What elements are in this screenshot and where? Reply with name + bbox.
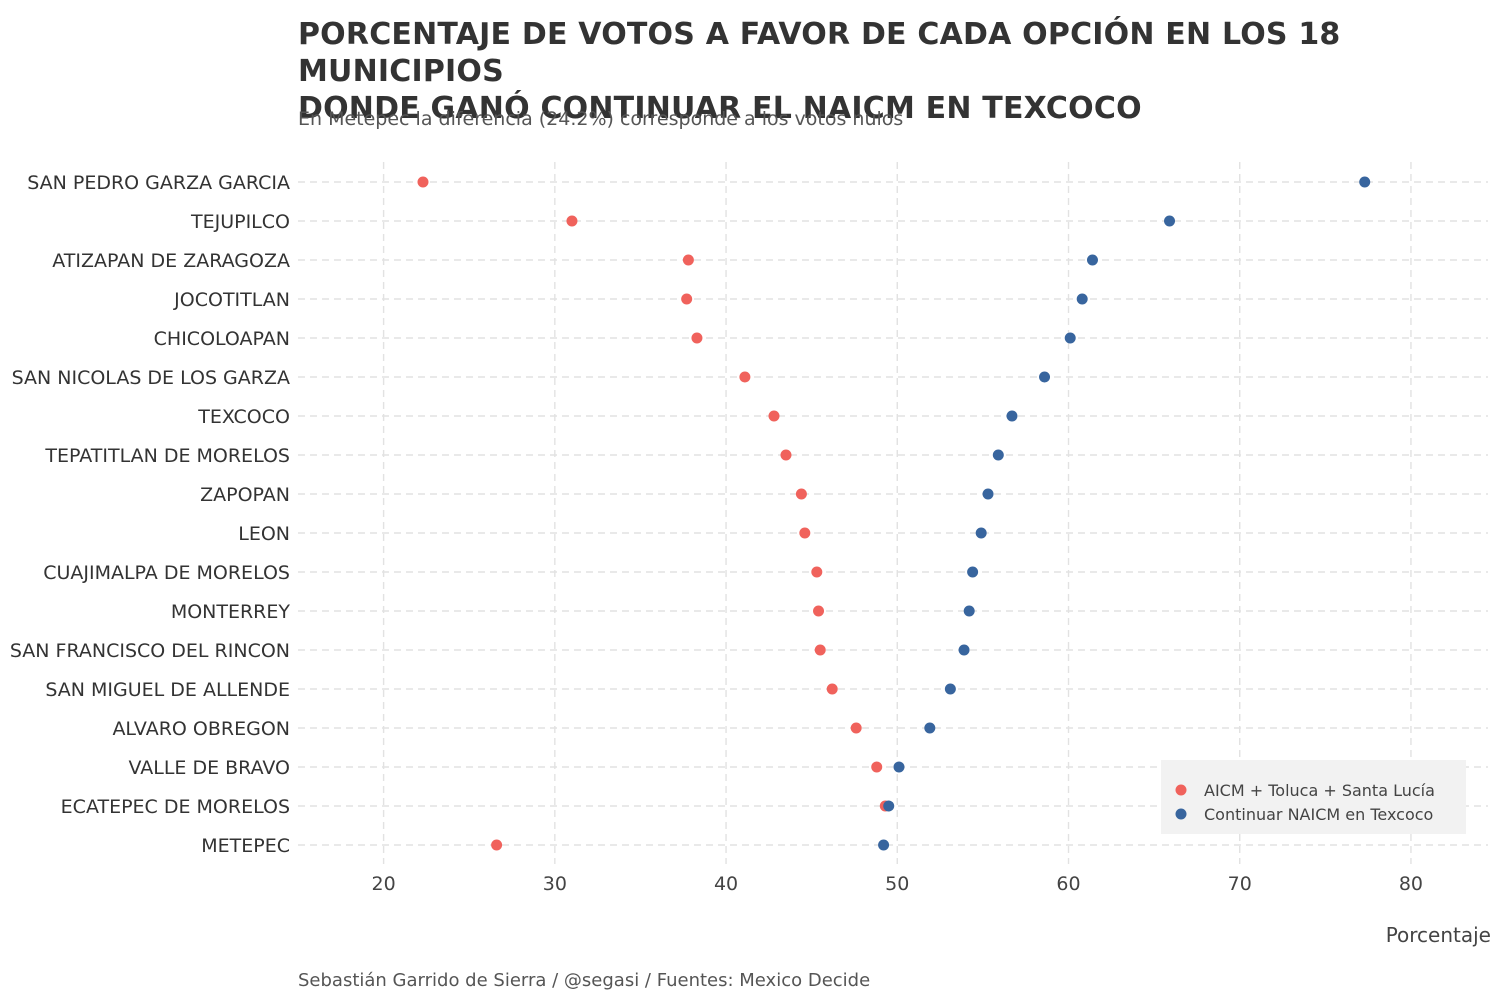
x-tick-label: 60 [1056,873,1080,895]
point-aicm [799,527,811,539]
point-naicm [878,839,890,851]
point-aicm [682,254,694,266]
point-aicm [566,215,578,227]
point-aicm [850,722,862,734]
y-tick-label: ECATEPEC DE MORELOS [61,796,290,818]
point-naicm [967,566,979,578]
point-aicm [780,449,792,461]
point-naicm [944,683,956,695]
y-tick-label: JOCOTITLAN [173,289,290,311]
point-aicm [795,488,807,500]
point-naicm [1064,332,1076,344]
x-tick-label: 40 [714,873,738,895]
point-naicm [975,527,987,539]
y-tick-label: MONTERREY [171,601,291,623]
point-naicm [1359,176,1371,188]
data-points [417,176,1371,851]
point-aicm [811,566,823,578]
point-aicm [768,410,780,422]
point-naicm [958,644,970,656]
y-tick-label: SAN MIGUEL DE ALLENDE [45,679,290,701]
legend-key [1175,784,1187,796]
point-naicm [1039,371,1051,383]
point-naicm [1006,410,1018,422]
y-tick-label: CHICOLOAPAN [154,328,290,350]
point-naicm [893,761,905,773]
y-tick-label: ALVARO OBREGON [112,718,290,740]
point-aicm [691,332,703,344]
x-tick-label: 50 [885,873,909,895]
y-tick-label: TEXCOCO [197,406,290,428]
legend-key [1175,808,1187,820]
point-naicm [963,605,975,617]
point-naicm [1076,293,1088,305]
chart-title-line-2: DONDE GANÓ CONTINUAR EL NAICM EN TEXCOCO [298,91,1142,126]
y-tick-label: CUAJIMALPA DE MORELOS [43,562,290,584]
y-axis-labels: SAN PEDRO GARZA GARCIA TEJUPILCO ATIZAPAN … [10,172,291,857]
x-tick-label: 30 [543,873,567,895]
chart-title-line-1: PORCENTAJE DE VOTOS A FAVOR DE CADA OPCI… [298,17,1341,89]
point-aicm [417,176,429,188]
legend: AICM + Toluca + Santa Lucía Continuar NAI… [1161,760,1466,834]
point-aicm [681,293,693,305]
x-axis-title: Porcentaje [1386,923,1491,947]
y-tick-label: TEJUPILCO [190,211,290,233]
point-aicm [826,683,838,695]
point-naicm [1164,215,1176,227]
y-tick-label: ATIZAPAN DE ZARAGOZA [52,250,290,272]
x-tick-label: 20 [372,873,396,895]
y-tick-label: LEON [238,523,290,545]
point-aicm [871,761,883,773]
y-tick-label: SAN PEDRO GARZA GARCIA [27,172,290,194]
chart-subtitle: En Metepec la diferencia (24.2%) corresp… [298,108,904,130]
point-aicm [813,605,825,617]
point-naicm [1086,254,1098,266]
point-aicm [739,371,751,383]
point-naicm [982,488,994,500]
legend-box [1161,760,1466,834]
y-tick-label: METEPEC [201,835,290,857]
y-tick-label: SAN NICOLAS DE LOS GARZA [12,367,290,389]
point-naicm [924,722,936,734]
x-tick-label: 80 [1399,873,1423,895]
point-naicm [883,800,895,812]
y-tick-label: TEPATITLAN DE MORELOS [44,445,290,467]
y-tick-label: SAN FRANCISCO DEL RINCON [10,640,290,662]
y-tick-label: ZAPOPAN [200,484,290,506]
point-aicm [814,644,826,656]
y-tick-label: VALLE DE BRAVO [128,757,290,779]
grid-lines [298,162,1488,864]
dot-plot: SAN PEDRO GARZA GARCIA TEJUPILCO ATIZAPAN … [10,162,1491,947]
legend-label: Continuar NAICM en Texcoco [1204,805,1433,824]
legend-label: AICM + Toluca + Santa Lucía [1204,781,1435,800]
point-naicm [992,449,1004,461]
point-aicm [491,839,503,851]
chart-caption: Sebastián Garrido de Sierra / @segasi / … [298,970,871,991]
x-axis-labels: 20 30 40 50 60 70 80 [372,873,1424,895]
x-tick-label: 70 [1228,873,1252,895]
chart-title: PORCENTAJE DE VOTOS A FAVOR DE CADA OPCI… [298,16,1478,127]
